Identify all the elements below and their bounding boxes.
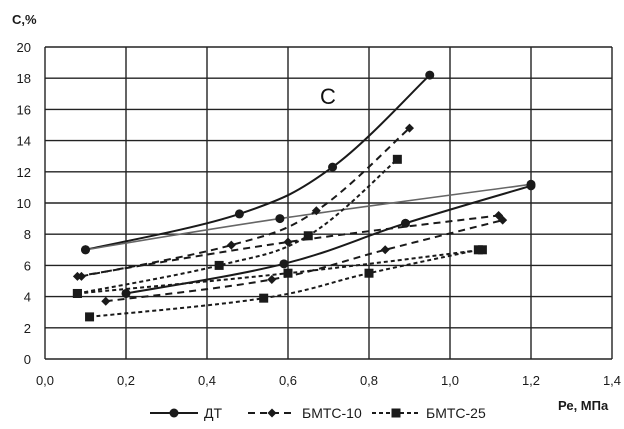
series-curve [105, 219, 503, 303]
legend-label: БМТС-10 [302, 405, 362, 421]
x-tick-label: 0,8 [360, 373, 378, 388]
x-tick-label: 0,2 [117, 373, 135, 388]
legend-item-2: БМТС-10 [248, 405, 362, 421]
series-curve [77, 214, 499, 278]
y-tick-label: 0 [24, 352, 31, 367]
data-point-diamond [405, 123, 414, 133]
x-tick-label: 0,4 [198, 373, 216, 388]
series-curve [77, 158, 399, 295]
data-point-square [283, 268, 293, 278]
y-tick-label: 18 [17, 71, 31, 86]
series-group [72, 70, 536, 322]
legend-item-1: ДТ [150, 405, 222, 421]
series-3 [72, 154, 487, 322]
data-point-diamond [380, 245, 390, 255]
series-curve [125, 184, 532, 295]
series-curve [89, 248, 479, 318]
data-point-circle [425, 70, 435, 80]
data-point-circle [169, 408, 179, 418]
legend-label: БМТС-25 [426, 405, 486, 421]
data-point-square [259, 293, 269, 303]
data-point-diamond [226, 240, 236, 250]
y-tick-label: 12 [17, 165, 31, 180]
y-tick-label: 8 [24, 227, 31, 242]
x-tick-label: 1,2 [522, 373, 540, 388]
y-tick-label: 6 [24, 258, 31, 273]
legend-item-3: БМТС-25 [372, 405, 486, 421]
x-tick-label: 0,0 [36, 373, 54, 388]
data-point-circle [81, 245, 90, 255]
tick-labels: 0,0 0,2 0,4 0,6 0,8 1,0 1,2 1,4 0 2 4 6 8 10 12 14 16 18 2… [17, 40, 622, 388]
y-tick-label: 16 [17, 102, 31, 117]
series-curve [85, 74, 431, 251]
legend-label: ДТ [204, 405, 222, 421]
data-point-circle [526, 181, 536, 191]
series-2 [72, 123, 508, 306]
y-axis-title: С,% [12, 12, 37, 27]
data-point-square [303, 231, 313, 241]
y-tick-label: 14 [17, 134, 31, 149]
series-1 [81, 70, 536, 298]
data-point-diamond [72, 271, 82, 281]
series-curve [81, 127, 411, 278]
series-curve [77, 248, 483, 295]
data-point-square [473, 245, 483, 255]
x-tick-label: 0,6 [279, 373, 297, 388]
data-point-diamond [267, 408, 277, 418]
data-point-circle [328, 162, 338, 172]
data-point-square [391, 408, 401, 418]
data-point-diamond [283, 237, 293, 247]
data-point-square [72, 288, 82, 298]
data-point-circle [275, 214, 285, 224]
data-point-circle [279, 259, 289, 269]
data-point-diamond [311, 206, 321, 216]
y-tick-label: 10 [17, 196, 31, 211]
data-point-square [392, 154, 402, 164]
data-point-circle [234, 209, 244, 219]
data-point-diamond [101, 296, 111, 306]
data-point-square [214, 260, 224, 270]
data-point-diamond [267, 274, 277, 284]
curve-annotation: С [320, 84, 336, 109]
x-tick-label: 1,0 [441, 373, 459, 388]
data-point-circle [121, 288, 131, 298]
data-point-square [85, 312, 95, 322]
y-tick-label: 4 [24, 290, 31, 305]
x-axis-title: Ре, МПа [558, 398, 609, 413]
data-point-diamond [498, 215, 508, 225]
y-tick-label: 20 [17, 40, 31, 55]
y-tick-label: 2 [24, 321, 31, 336]
data-point-circle [400, 218, 410, 228]
data-point-square [364, 268, 374, 278]
legend: ДТ БМТС-10 БМТС-25 [150, 405, 486, 421]
x-tick-label: 1,4 [603, 373, 621, 388]
